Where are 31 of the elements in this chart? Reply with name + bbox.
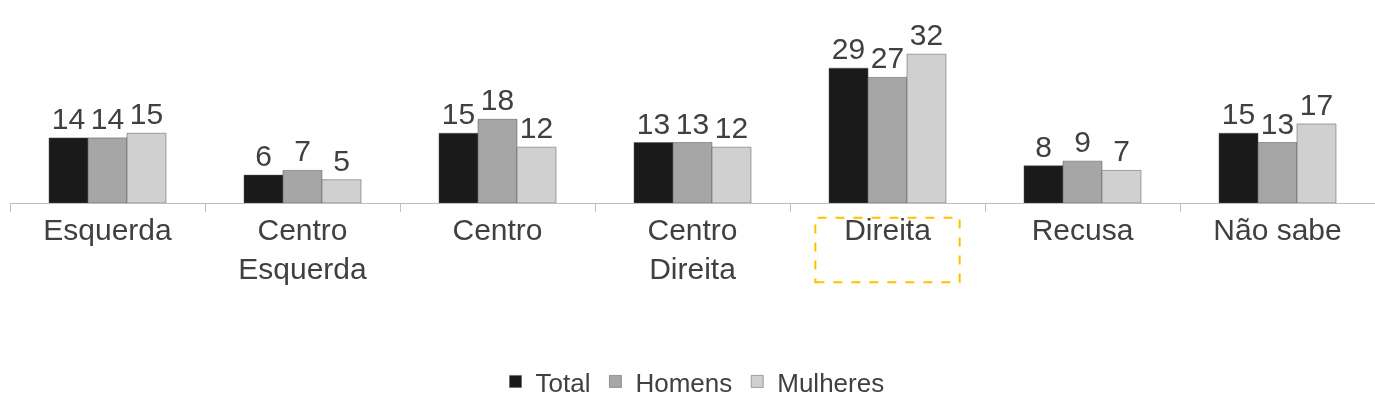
data-label: 13 — [675, 106, 710, 140]
legend-label: Mulheres — [777, 367, 885, 398]
data-label: 9 — [1074, 125, 1091, 159]
data-label: 13 — [636, 106, 671, 140]
legend-label: Homens — [635, 367, 733, 398]
data-label: 14 — [51, 101, 86, 135]
x-tick-label: Centro Esquerda — [238, 213, 368, 285]
data-label: 8 — [1035, 129, 1052, 163]
data-label: 15 — [441, 97, 476, 131]
data-label: 5 — [333, 143, 350, 177]
data-label: 27 — [870, 41, 905, 75]
data-label: 18 — [480, 83, 515, 117]
data-label: 14 — [90, 101, 125, 135]
data-label: 7 — [1113, 134, 1130, 168]
data-label: 7 — [294, 134, 311, 168]
x-tick-label: Esquerda — [43, 213, 173, 246]
data-label: 17 — [1299, 87, 1334, 121]
data-label: 29 — [831, 32, 866, 66]
data-label: 6 — [255, 139, 272, 173]
x-tick-label: Recusa — [1031, 213, 1134, 246]
x-tick-label: Centro Direita — [647, 213, 738, 285]
data-label: 12 — [519, 111, 554, 145]
x-tick-label: Centro — [452, 213, 543, 246]
data-label: 32 — [909, 18, 944, 52]
data-label: 15 — [1221, 97, 1256, 131]
x-tick-label: Não sabe — [1213, 213, 1342, 246]
data-label: 13 — [1260, 106, 1295, 140]
data-label: 12 — [714, 111, 749, 145]
legend-label: Total — [535, 367, 591, 398]
x-tick-label: Direita — [844, 213, 932, 246]
data-label: 15 — [129, 97, 164, 131]
